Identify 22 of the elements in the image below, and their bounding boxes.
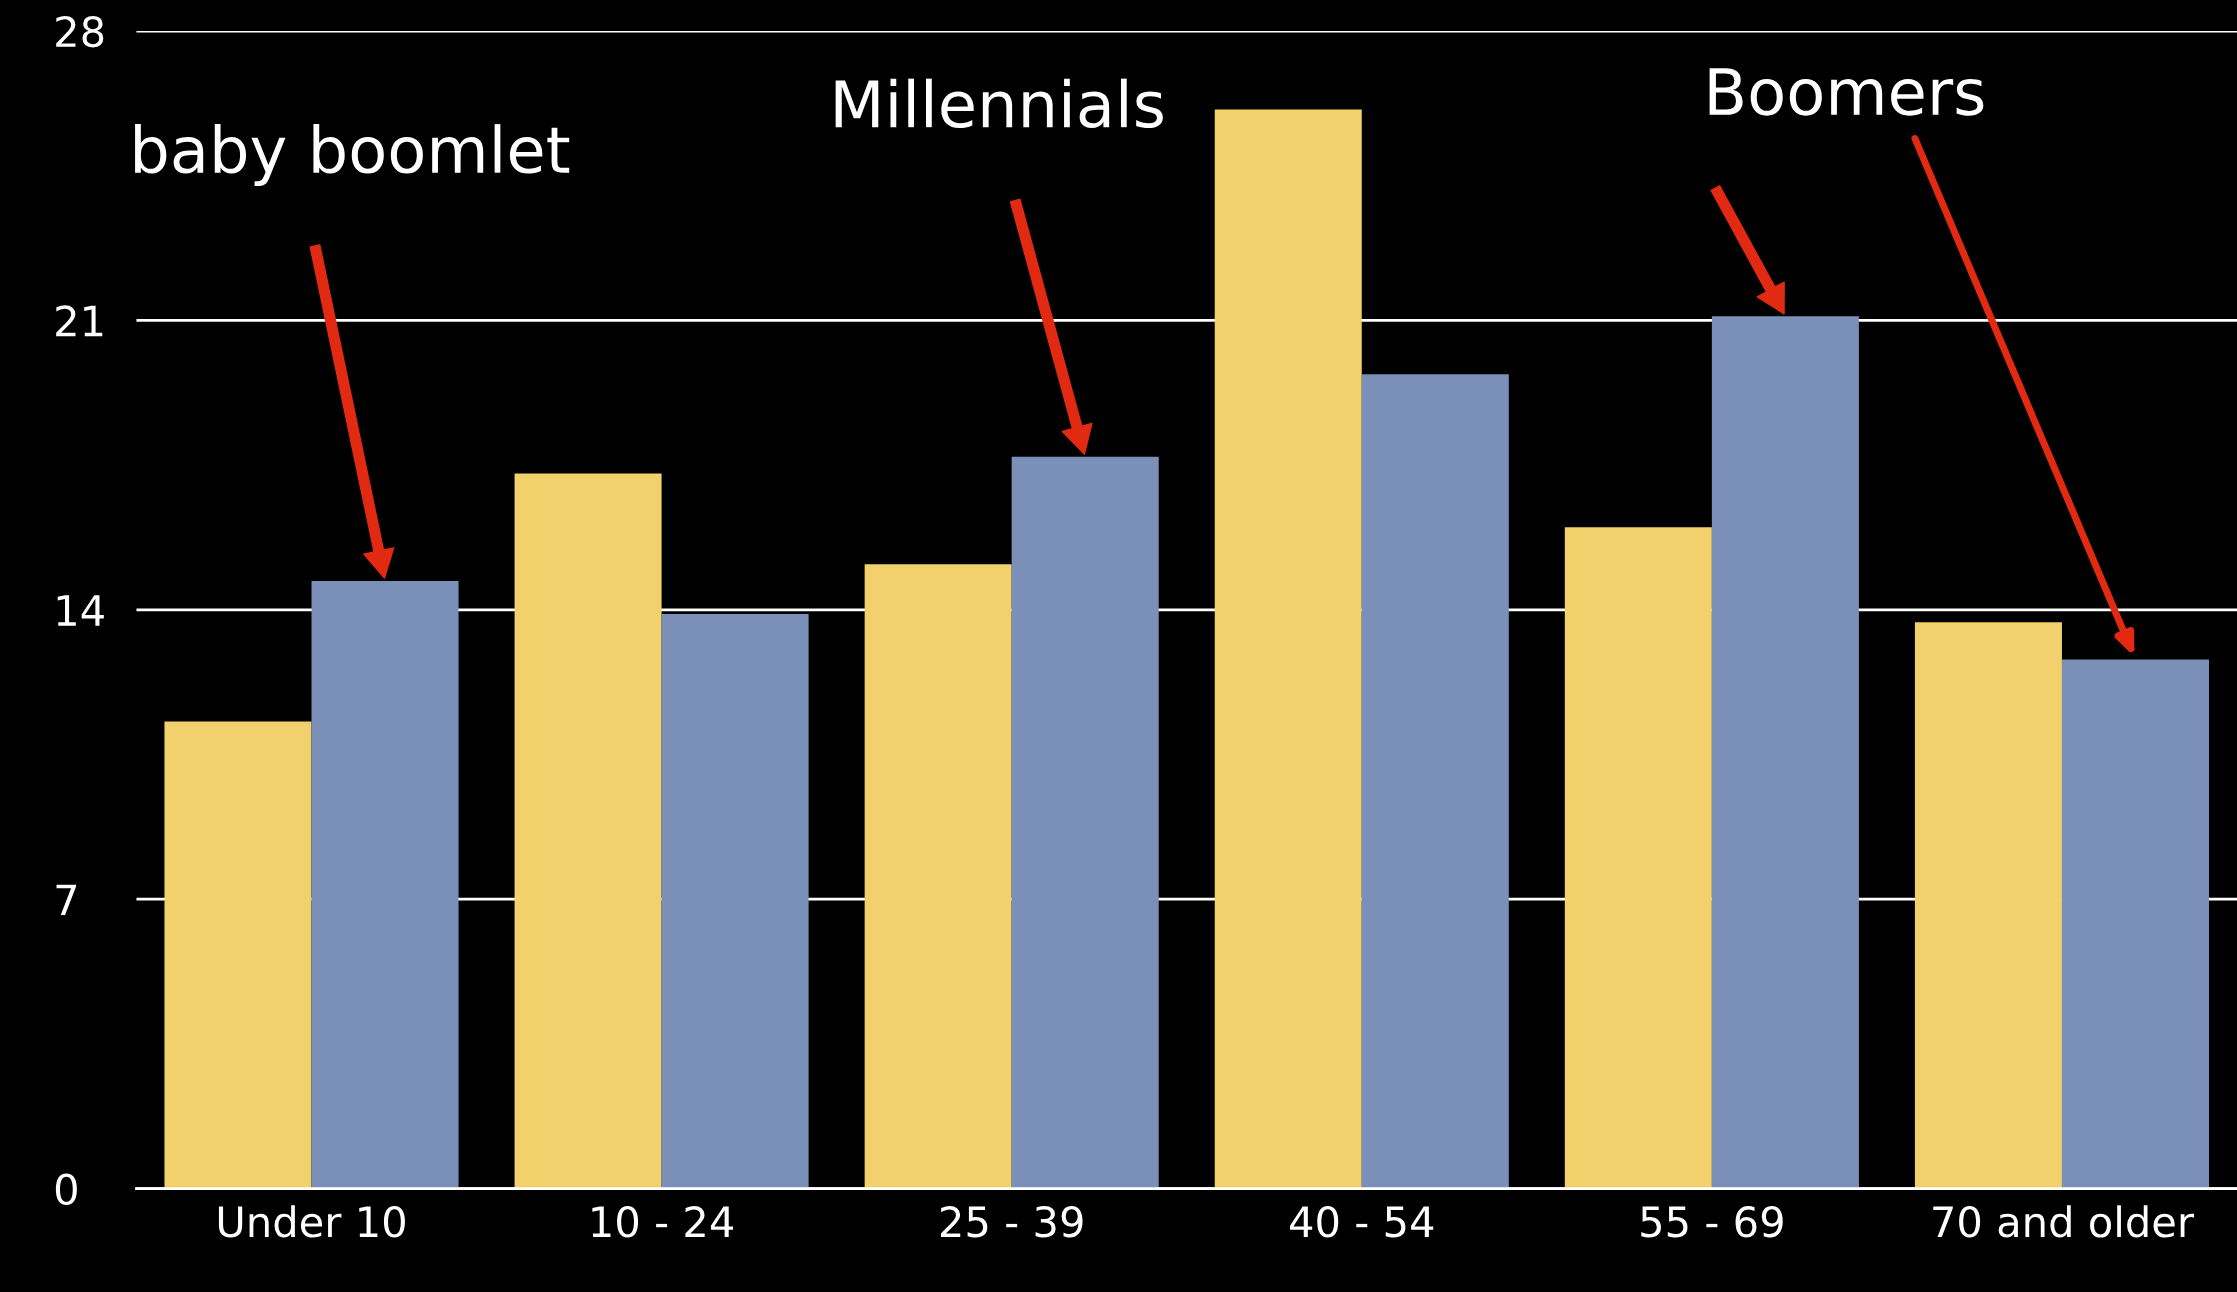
x-tick-label: 10 - 24 bbox=[592, 1206, 734, 1238]
bar bbox=[661, 613, 809, 1189]
y-tick-label: 0 bbox=[55, 1173, 77, 1206]
bar bbox=[164, 721, 312, 1189]
annotation: Boomers bbox=[1709, 68, 1984, 116]
bar bbox=[1214, 109, 1362, 1189]
bar bbox=[514, 473, 662, 1189]
y-tick-label: 14 bbox=[57, 595, 104, 626]
bar bbox=[1361, 374, 1509, 1189]
x-tick-label: 40 - 54 bbox=[1290, 1206, 1434, 1238]
x-tick-label: 70 and older bbox=[1933, 1205, 2195, 1238]
bar bbox=[1564, 527, 1712, 1189]
bar bbox=[2061, 659, 2209, 1189]
y-tick-label: 28 bbox=[56, 15, 104, 48]
x-tick-label: 55 - 69 bbox=[1641, 1206, 1783, 1238]
y-tick-label: 21 bbox=[56, 305, 103, 337]
x-tick-label: Under 10 bbox=[218, 1205, 405, 1238]
annotation: baby boomlet bbox=[135, 124, 570, 186]
y-tick-label: 7 bbox=[56, 884, 77, 916]
x-tick-label: 25 - 39 bbox=[940, 1206, 1083, 1238]
annotation: Millennials bbox=[835, 78, 1163, 129]
bar bbox=[864, 564, 1012, 1189]
